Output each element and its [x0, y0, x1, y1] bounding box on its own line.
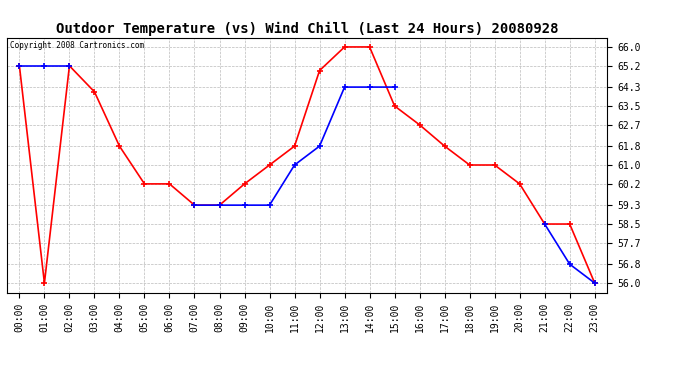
Text: Copyright 2008 Cartronics.com: Copyright 2008 Cartronics.com [10, 41, 144, 50]
Title: Outdoor Temperature (vs) Wind Chill (Last 24 Hours) 20080928: Outdoor Temperature (vs) Wind Chill (Las… [56, 22, 558, 36]
